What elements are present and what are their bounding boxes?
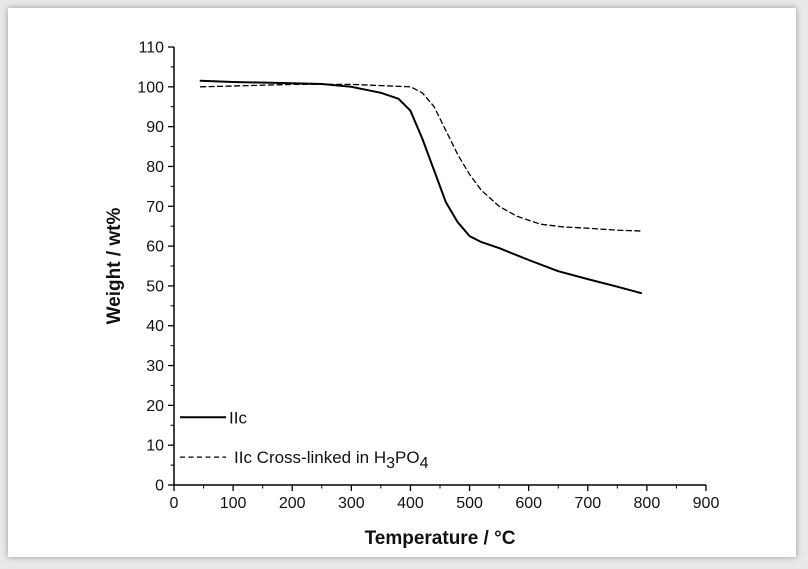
legend-text-part: PO [395,448,420,467]
y-tick-label: 30 [146,358,164,375]
chart-svg: 0 10 20 30 40 50 60 70 80 90 100 110 0 100 200 300 400 50… [104,40,720,550]
x-tick-label: 500 [456,495,483,512]
x-axis-title: Temperature / °C [365,528,516,549]
x-tick-label: 0 [170,495,179,512]
y-axis-title: Weight / wt% [104,207,125,324]
x-tick-label: 600 [515,495,542,512]
legend-subscript: 4 [420,455,429,472]
legend-subscript: 3 [386,455,395,472]
y-tick-label: 10 [146,438,164,455]
x-tick-label: 400 [397,495,424,512]
x-tick-label: 800 [634,495,661,512]
legend-label-iic-cross-linked: IIc Cross-linked in H3PO4 [234,448,429,472]
y-tick-label: 20 [146,398,164,415]
series-line-iic-cross-linked [199,83,642,232]
x-tick-label: 300 [338,495,365,512]
x-tick-label: 700 [574,495,601,512]
y-tick-label: 100 [137,79,164,96]
x-tick-label: 200 [279,495,306,512]
series-line-iic [199,79,642,295]
y-tick-label: 80 [146,159,164,176]
y-tick-label: 60 [146,239,164,256]
x-tick-label: 900 [693,495,720,512]
y-tick-label: 90 [146,119,164,136]
y-tick-label: 0 [155,478,164,495]
chart-frame: 0 10 20 30 40 50 60 70 80 90 100 110 0 100 200 300 400 50… [8,8,796,557]
y-tick-label: 50 [146,278,164,295]
legend-text-part: IIc Cross-linked in H [234,448,386,467]
y-tick-label: 40 [146,318,164,335]
x-tick-label: 100 [220,495,247,512]
y-tick-label: 110 [138,40,164,57]
legend-label-iic: IIc [229,408,247,427]
y-tick-label: 70 [146,199,164,216]
